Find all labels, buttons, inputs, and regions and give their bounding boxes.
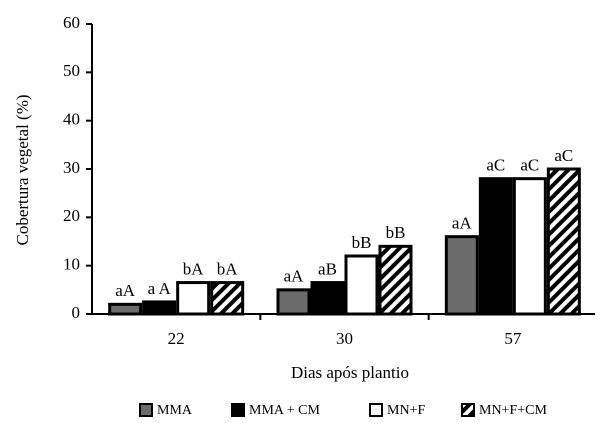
bar-annotation: aC <box>520 156 539 175</box>
bar <box>310 281 345 316</box>
y-tick-label: 60 <box>63 13 80 32</box>
y-axis-label: Cobertura vegetal (%) <box>13 94 32 245</box>
bar <box>108 302 143 316</box>
y-tick-label: 40 <box>63 110 80 129</box>
y-tick-label: 20 <box>63 206 80 225</box>
legend-label: MMA <box>157 403 193 418</box>
legend-swatch <box>231 403 245 417</box>
legend-swatch <box>139 403 153 417</box>
bar <box>478 177 513 316</box>
legend-label: MN+F+CM <box>479 403 547 418</box>
bar <box>210 281 245 316</box>
bar-annotation: bB <box>352 233 372 252</box>
legend-swatch <box>369 403 383 417</box>
bar-annotation: a A <box>148 279 172 298</box>
legend-label: MN+F <box>387 403 425 418</box>
bar <box>512 177 547 316</box>
y-tick-label: 0 <box>72 303 81 322</box>
bar-annotation: aC <box>486 156 505 175</box>
bar <box>444 235 479 316</box>
x-tick-label: 22 <box>168 329 185 348</box>
bar-annotation: aB <box>318 259 337 278</box>
bar <box>276 288 311 316</box>
bar <box>142 300 177 316</box>
bar-annotation: aA <box>452 214 473 233</box>
bar-annotation: bA <box>183 259 205 278</box>
bar-annotation: aA <box>115 281 136 300</box>
y-tick-label: 50 <box>63 61 80 80</box>
x-tick-label: 30 <box>336 329 353 348</box>
y-tick-label: 30 <box>63 158 80 177</box>
bar-annotation: bB <box>386 223 406 242</box>
bar <box>176 281 211 316</box>
bar <box>344 254 379 316</box>
bar <box>378 244 413 316</box>
bar <box>546 167 581 316</box>
bar-annotation: aC <box>554 146 573 165</box>
y-tick-label: 10 <box>63 255 80 274</box>
legend-label: MMA + CM <box>249 403 320 418</box>
legend-swatch <box>461 403 475 417</box>
bar-annotation: aA <box>284 267 305 286</box>
x-axis-label: Dias após plantio <box>291 363 409 382</box>
bar-annotation: bA <box>217 259 239 278</box>
x-tick-label: 57 <box>504 329 522 348</box>
